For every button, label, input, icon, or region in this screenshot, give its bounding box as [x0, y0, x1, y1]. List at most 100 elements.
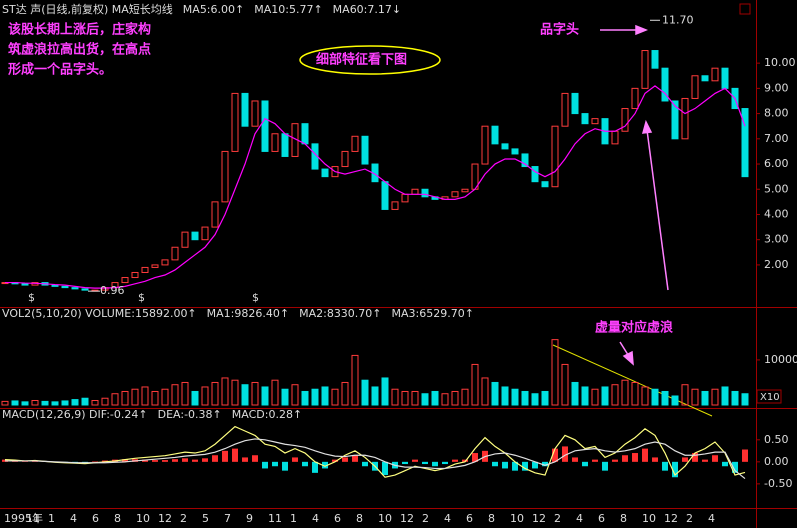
volume-bar [571, 381, 579, 406]
x-tick-label: 2 [686, 512, 693, 525]
candle [521, 153, 529, 168]
candle [21, 283, 29, 286]
macd-bar [172, 459, 178, 462]
candle [71, 287, 79, 290]
candle [251, 100, 259, 127]
panel-title: MACD(12,26,9) DIF:-0.24↑ [2, 408, 148, 421]
volume-bar [41, 400, 49, 406]
macd-bar [182, 458, 188, 462]
macd-bar [652, 457, 658, 462]
volume-bar [61, 400, 69, 406]
macd-bar [572, 457, 578, 462]
x-tick-label: 2 [422, 512, 429, 525]
y-tick-label: 8.00 [764, 107, 789, 120]
candle [81, 288, 89, 291]
volume-bar [681, 384, 689, 406]
annotation: 形成一个品字头。 [8, 62, 112, 78]
macd-bar [462, 459, 468, 462]
candle [581, 113, 589, 125]
volume-bar [361, 379, 369, 406]
volume-bar [511, 388, 519, 406]
volume-bar [211, 381, 219, 406]
candle [141, 266, 149, 273]
x-tick-label: 4 [444, 512, 451, 525]
macd-bar [292, 457, 298, 462]
x-tick-label: 4 [70, 512, 77, 525]
y-tick-label: 10000 [764, 353, 797, 366]
x-tick-label: 12 [400, 512, 414, 525]
macd-bar [102, 460, 108, 462]
volume-bar [261, 386, 269, 406]
candle [741, 108, 749, 178]
volume-bar [91, 399, 99, 406]
macd-bar [352, 455, 358, 462]
candle [591, 118, 599, 125]
macd-bar [92, 461, 98, 462]
macd-bar [282, 461, 288, 471]
volume-bar [101, 397, 109, 406]
volume-bar [1, 400, 9, 406]
annotation: $ [252, 291, 259, 304]
candle [151, 264, 159, 268]
candle [231, 92, 239, 152]
y-tick-label: 5.00 [764, 182, 789, 195]
candle [571, 92, 579, 115]
macd-bar [502, 461, 508, 469]
volume-bar [391, 388, 399, 406]
macd-bar [362, 461, 368, 467]
volume-bar [381, 377, 389, 406]
macd-bar [562, 446, 568, 462]
macd-bar [742, 449, 748, 462]
volume-bar [441, 393, 449, 406]
candle [621, 108, 629, 132]
x-tick-label: 12 [158, 512, 172, 525]
x-tick-label: 4 [312, 512, 319, 525]
header-item: MA60:7.17↓ [333, 3, 401, 16]
volume-bar [351, 354, 359, 406]
volume-bar [601, 386, 609, 406]
macd-bar [682, 457, 688, 462]
volume-bar [131, 388, 139, 406]
annotation: $ [28, 291, 35, 304]
macd-bar [232, 448, 238, 462]
candle [351, 135, 359, 152]
volume-bar [731, 390, 739, 406]
macd-bar [512, 461, 518, 471]
candle [711, 67, 719, 82]
volume-bar [451, 390, 459, 406]
header-item: MA2:8330.70↑ [299, 307, 381, 320]
x-tick-label: 11 [268, 512, 282, 525]
candle [551, 125, 559, 188]
macd-bar [712, 455, 718, 462]
macd-bar [142, 459, 148, 462]
macd-bar [442, 461, 448, 465]
y-tick-label: 4.00 [764, 207, 789, 220]
header-item: DEA:-0.38↑ [158, 408, 222, 421]
macd-bar [552, 448, 558, 462]
x-tick-label: 12 [664, 512, 678, 525]
volume-bar [621, 379, 629, 406]
candle [721, 67, 729, 89]
volume-bar [541, 390, 549, 406]
macd-bar [722, 461, 728, 467]
y-tick-label: -0.50 [764, 477, 792, 490]
volume-bar [471, 363, 479, 406]
annotation: 筑虚浪拉高出货，在高点 [8, 42, 151, 58]
header-item: MA3:6529.70↑ [392, 307, 474, 320]
volume-bar [671, 395, 679, 406]
macd-bar [332, 459, 338, 462]
macd-bar [642, 448, 648, 462]
candle [191, 231, 199, 241]
candle [381, 181, 389, 210]
y-tick-label: 3.00 [764, 233, 789, 246]
candle [271, 133, 279, 152]
x-tick-label: 5 [202, 512, 209, 525]
volume-bar [561, 363, 569, 406]
candle [501, 143, 509, 150]
macd-bar [532, 461, 538, 469]
window-button[interactable] [739, 3, 751, 15]
x-tick-label: 11 [26, 512, 40, 525]
x-tick-label: 8 [488, 512, 495, 525]
candle [451, 191, 459, 198]
